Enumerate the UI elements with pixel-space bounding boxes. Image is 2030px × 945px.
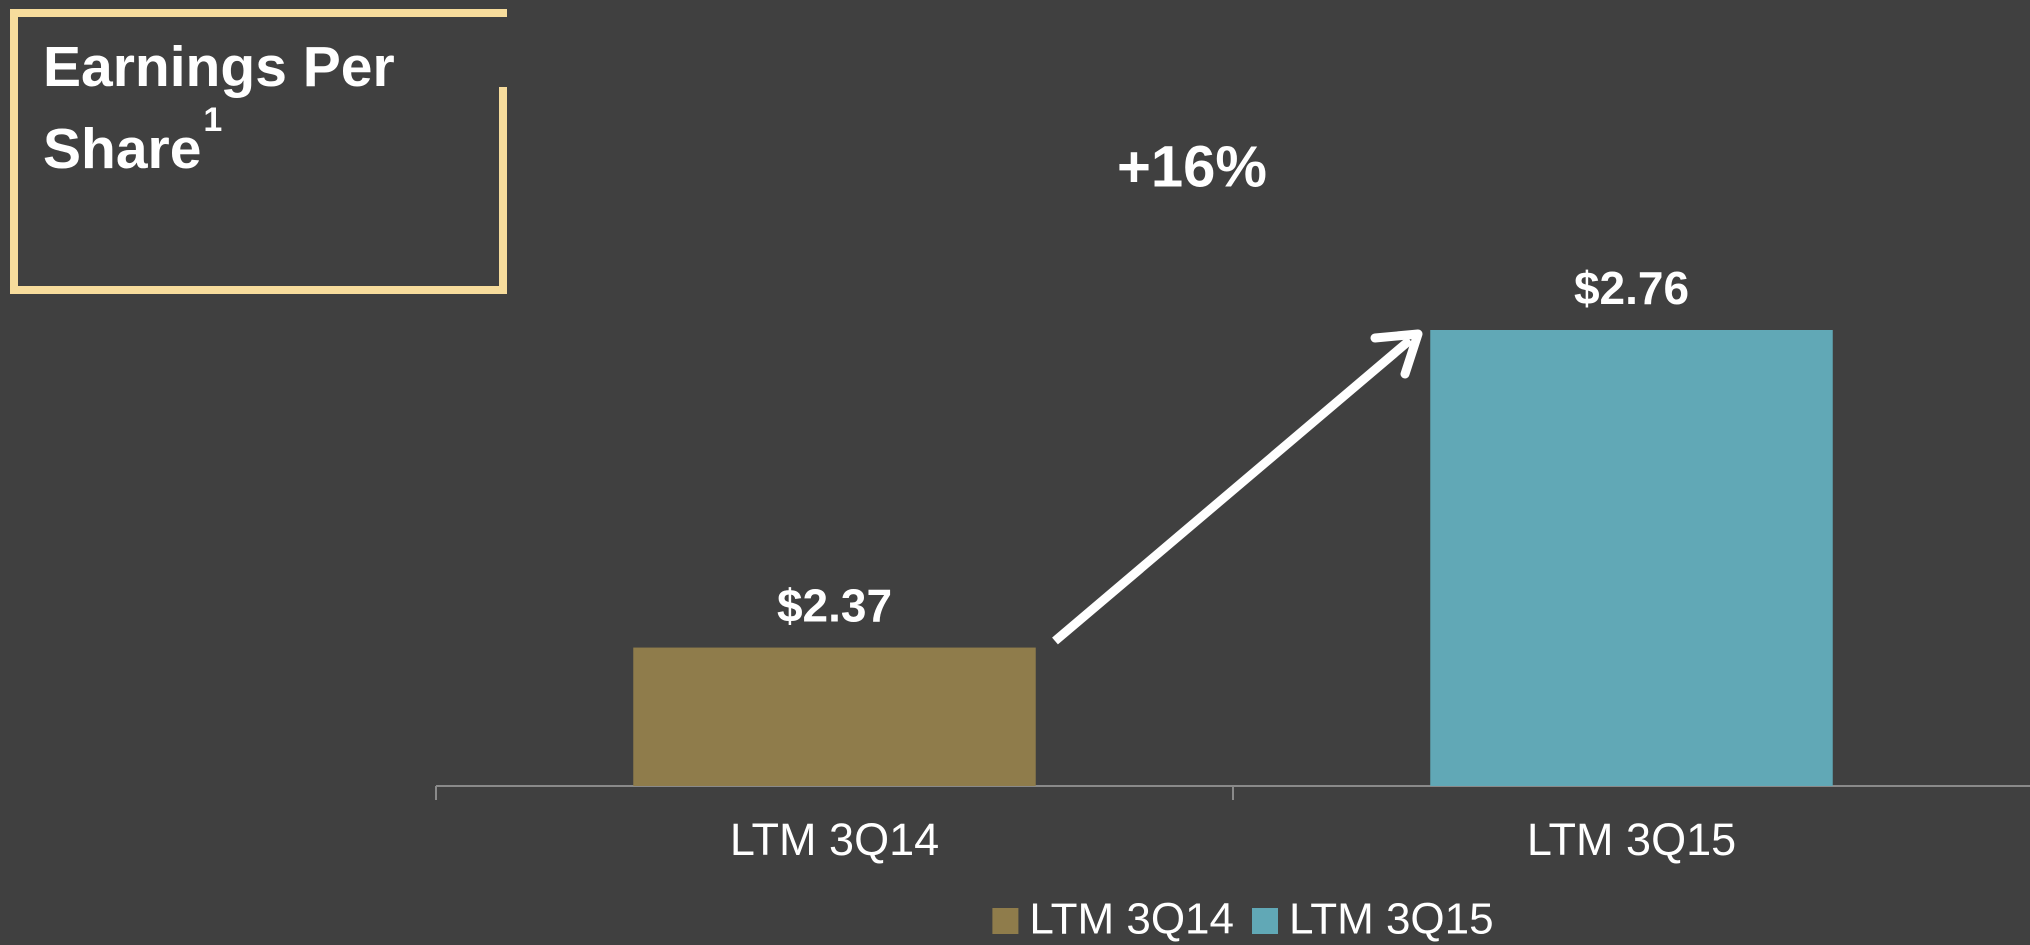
value-label: $2.37: [777, 580, 892, 632]
chart-title: Earnings Per Share: [43, 35, 395, 181]
annotation: +16%: [1117, 134, 1267, 199]
legend-swatch: [1252, 908, 1278, 934]
value-label: $2.76: [1574, 262, 1689, 314]
bar: [633, 647, 1036, 786]
bar: [1430, 330, 1833, 786]
title-frame: [10, 9, 507, 294]
legend-label: LTM 3Q15: [1289, 895, 1494, 944]
legend-label: LTM 3Q14: [1029, 895, 1234, 944]
x-tick-label: LTM 3Q15: [1527, 814, 1736, 865]
title-superscript: 1: [203, 101, 222, 139]
legend-swatch: [992, 908, 1019, 934]
x-tick-label: LTM 3Q14: [730, 814, 939, 865]
growth-arrow: [1052, 329, 1423, 645]
arrow-shaft: [1052, 336, 1413, 645]
arrow-head: [1370, 329, 1423, 379]
